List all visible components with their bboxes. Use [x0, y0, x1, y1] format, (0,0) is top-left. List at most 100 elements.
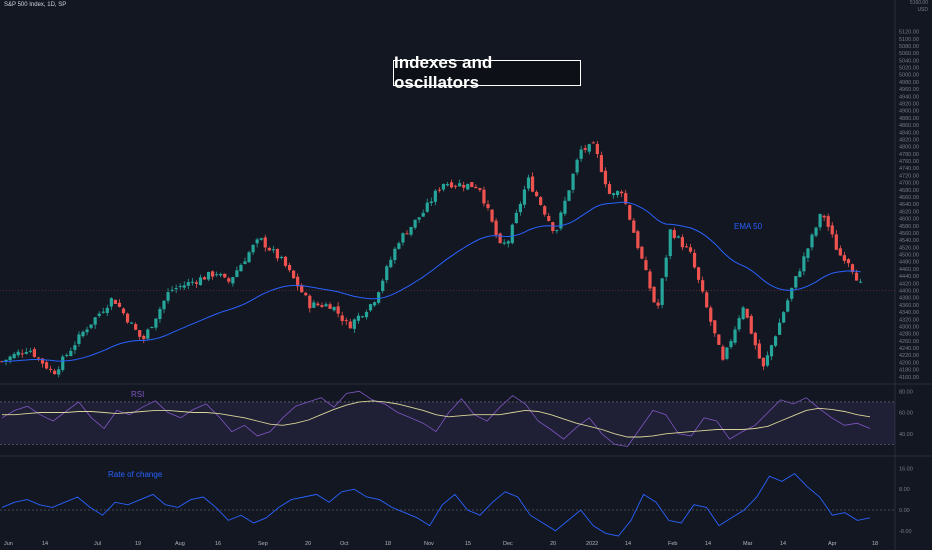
candle-body	[680, 237, 684, 248]
candle-body	[69, 350, 73, 357]
price-tick-label: 4260.00	[899, 339, 919, 345]
candle-body	[676, 236, 680, 238]
candle-body	[243, 261, 247, 265]
candle-body	[652, 286, 656, 303]
candle-body	[377, 292, 381, 303]
candle-body	[194, 282, 198, 284]
time-tick-label: 14	[705, 541, 711, 547]
candle-body	[433, 190, 437, 202]
time-tick-label: Jun	[4, 541, 13, 547]
price-tick-label: 4360.00	[899, 303, 919, 309]
candle-body	[810, 234, 814, 248]
rsi-tick-label: 60.00	[899, 411, 913, 417]
candle-body	[522, 189, 527, 205]
candle-body	[413, 219, 417, 228]
candle-body	[668, 229, 672, 257]
candle-body	[73, 345, 77, 350]
candle-body	[672, 230, 676, 238]
candle-body	[603, 170, 608, 185]
candle-body	[328, 304, 332, 309]
price-tick-label: 4440.00	[899, 274, 919, 280]
candle-body	[632, 220, 636, 233]
price-tick-label: 4980.00	[899, 80, 919, 86]
price-tick-label: 4780.00	[899, 152, 919, 158]
candle-body	[571, 173, 575, 190]
price-tick-label: 4860.00	[899, 123, 919, 129]
candle-body	[583, 148, 587, 150]
currency-label: USD	[917, 7, 928, 13]
candle-body	[741, 307, 745, 320]
candle-body	[344, 320, 348, 322]
candle-body	[749, 315, 753, 334]
price-tick-label: 5120.00	[899, 30, 919, 36]
candle-body	[166, 292, 170, 301]
price-tick-label: 4460.00	[899, 267, 919, 273]
time-tick-label: Dec	[503, 541, 513, 547]
candle-body	[235, 270, 239, 277]
candle-body	[89, 324, 93, 328]
candle-body	[555, 230, 559, 232]
candle-body	[595, 143, 599, 155]
candle-body	[186, 282, 190, 286]
candle-body	[304, 292, 308, 296]
candle-body	[684, 246, 689, 248]
candle-body	[324, 304, 328, 307]
candle-body	[223, 273, 227, 278]
price-tick-label: 4820.00	[899, 137, 919, 143]
candle-body	[211, 271, 215, 277]
candle-body	[202, 277, 207, 280]
candle-body	[4, 359, 8, 362]
candle-body	[44, 362, 49, 369]
price-tick-label: 4720.00	[899, 173, 919, 179]
time-tick-label: Sep	[258, 541, 268, 547]
candle-body	[174, 288, 178, 290]
price-tick-label: 4880.00	[899, 116, 919, 122]
candle-body	[61, 356, 65, 370]
candle-body	[279, 256, 284, 258]
candle-body	[474, 186, 478, 189]
time-tick-label: Aug	[175, 541, 185, 547]
candle-body	[660, 278, 664, 305]
candle-body	[846, 259, 851, 264]
candle-body	[449, 182, 454, 188]
candle-body	[97, 313, 101, 316]
rsi-line	[1, 390, 871, 447]
price-tick-label: 4200.00	[899, 360, 919, 366]
candle-body	[575, 159, 579, 173]
time-tick-label: Apr	[828, 541, 837, 547]
candle-body	[579, 149, 583, 159]
candle-body	[287, 264, 292, 271]
candle-body	[121, 308, 126, 314]
time-tick-label: 14	[42, 541, 48, 547]
price-tick-label: 4580.00	[899, 224, 919, 230]
candle-body	[81, 331, 85, 337]
candle-body	[219, 274, 223, 276]
candle-body	[543, 206, 547, 215]
candle-body	[77, 334, 81, 344]
time-tick-label: 20	[305, 541, 311, 547]
rsi-tick-label: 40.00	[899, 432, 913, 438]
candle-body	[134, 324, 138, 330]
candle-body	[664, 257, 668, 277]
candle-body	[539, 197, 543, 205]
candle-body	[364, 311, 369, 318]
roc-tick-label: 16.00	[899, 466, 913, 472]
candle-body	[769, 345, 774, 357]
rsi-pane-label: RSI	[131, 390, 145, 399]
candle-body	[778, 322, 782, 335]
candle-body	[65, 355, 69, 357]
candle-body	[692, 252, 697, 268]
candle-body	[644, 260, 648, 271]
candle-body	[559, 212, 563, 229]
candle-body	[85, 329, 89, 333]
price-tick-label: 5060.00	[899, 51, 919, 57]
candle-body	[782, 312, 786, 323]
time-axis: Jun 14 Jul 19 Aug 16 Sep 20 Oct 18 Nov 15 Dec 20 2022 1…	[4, 541, 878, 547]
candle-body	[16, 351, 20, 356]
candle-body	[215, 274, 219, 276]
candle-body	[802, 256, 806, 272]
candle-body	[798, 271, 802, 277]
candle-body	[356, 315, 360, 321]
candle-body	[146, 329, 150, 339]
